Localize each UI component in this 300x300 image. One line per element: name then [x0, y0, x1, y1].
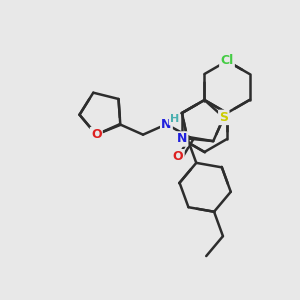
Text: N: N: [177, 133, 187, 146]
Text: H: H: [170, 114, 179, 124]
Text: S: S: [219, 111, 228, 124]
Text: N: N: [161, 118, 172, 131]
Text: O: O: [91, 128, 101, 141]
Text: Cl: Cl: [220, 55, 234, 68]
Text: O: O: [173, 150, 183, 163]
